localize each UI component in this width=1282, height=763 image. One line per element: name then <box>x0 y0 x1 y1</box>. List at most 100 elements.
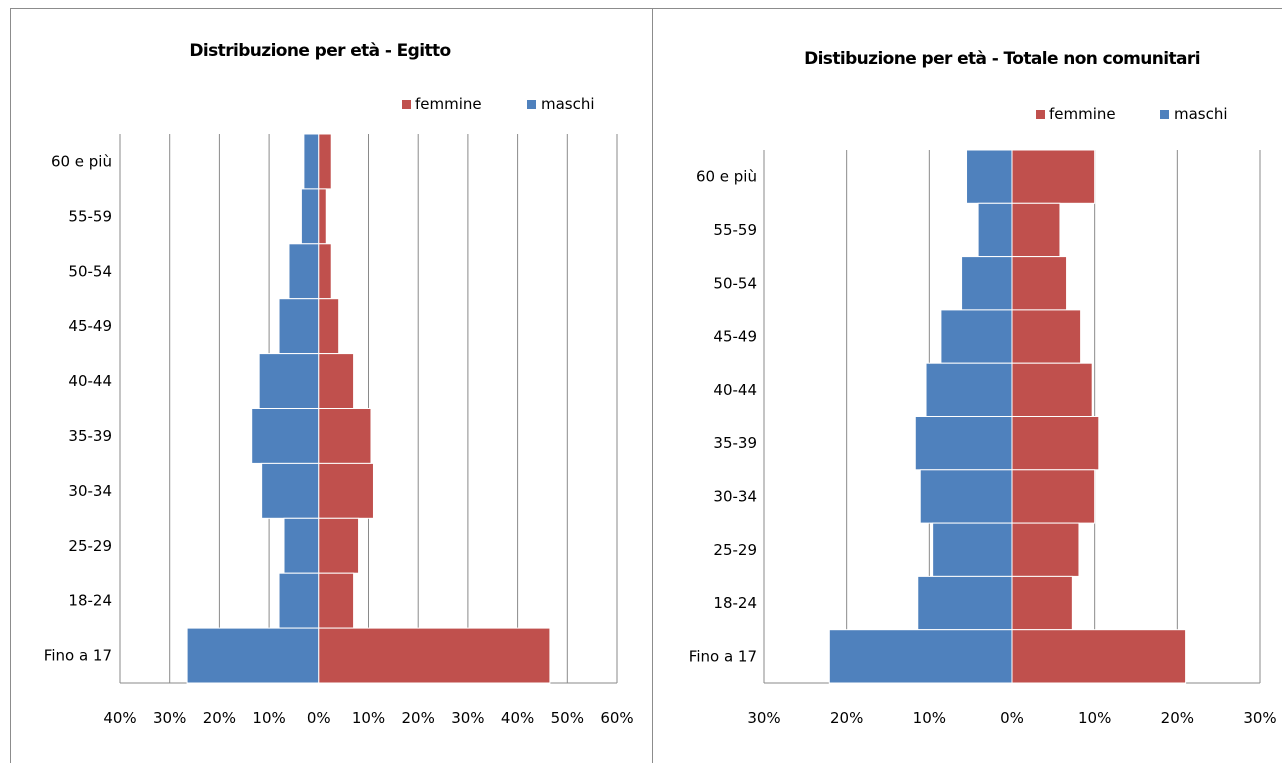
category-label: 40-44 <box>68 372 112 390</box>
category-label: 18-24 <box>713 594 757 612</box>
x-tick-label: 20% <box>203 709 236 727</box>
bar-femmine-25-29 <box>1011 522 1080 577</box>
legend-label-femmine: femmine <box>1049 105 1116 123</box>
category-labels: 60 e più 55-59 50-54 45-49 40-44 35-39 30-34 25… <box>44 152 112 664</box>
x-tick-labels: 40% 30% 20% 10% 0% 10% 20% 30% 40% 50% 60% <box>103 709 633 727</box>
category-label: Fino a 17 <box>689 647 757 665</box>
category-label: 60 e più <box>51 152 112 170</box>
x-tick-label: 10% <box>352 709 385 727</box>
legend-label-femmine: femmine <box>415 95 482 113</box>
bar-femmine-35-39 <box>318 408 372 464</box>
bar-femmine-30-34 <box>1011 469 1096 524</box>
bar-femmine-55-59 <box>1011 202 1061 258</box>
bar-maschi-fino-a-17 <box>828 629 1013 684</box>
chart-totale-non-comunitari: 60 e più 55-59 50-54 45-49 40-44 35-39 30-34 25… <box>689 49 1277 727</box>
category-label: 25-29 <box>713 541 757 559</box>
bar-maschi-35-39 <box>251 408 320 464</box>
category-label: 60 e più <box>696 168 757 186</box>
category-label: 55-59 <box>68 207 112 225</box>
bar-maschi-45-49 <box>940 309 1013 364</box>
bar-maschi-fino-a-17 <box>186 627 320 684</box>
x-tick-label: 40% <box>103 709 136 727</box>
bar-femmine-55-59 <box>318 188 327 245</box>
bar-maschi-60-e-pi <box>966 149 1013 204</box>
x-tick-label: 30% <box>451 709 484 727</box>
category-label: 50-54 <box>713 274 757 292</box>
category-label: 30-34 <box>713 487 757 505</box>
category-label: 50-54 <box>68 262 112 280</box>
category-label: 35-39 <box>713 434 757 452</box>
legend: femmine maschi <box>402 95 595 113</box>
chart-egitto: 60 e più 55-59 50-54 45-49 40-44 35-39 30-34 25… <box>44 41 634 727</box>
bar-maschi-30-34 <box>261 462 320 519</box>
bar-maschi-18-24 <box>917 575 1013 631</box>
category-label: 25-29 <box>68 537 112 555</box>
legend-swatch-femmine <box>402 100 411 109</box>
legend-label-maschi: maschi <box>1174 105 1228 123</box>
bar-maschi-50-54 <box>961 256 1013 311</box>
bar-maschi-60-e-pi <box>303 133 320 190</box>
x-tick-label: 20% <box>1161 709 1194 727</box>
bar-femmine-50-54 <box>318 243 332 300</box>
bar-maschi-50-54 <box>288 243 320 300</box>
bar-femmine-45-49 <box>1011 309 1082 364</box>
legend: femmine maschi <box>1036 105 1228 123</box>
x-tick-label: 50% <box>551 709 584 727</box>
bar-femmine-50-54 <box>1011 256 1068 311</box>
bar-maschi-45-49 <box>278 298 320 355</box>
category-label: 45-49 <box>713 328 757 346</box>
x-tick-label: 30% <box>153 709 186 727</box>
bar-femmine-35-39 <box>1011 416 1100 471</box>
x-tick-label: 30% <box>747 709 780 727</box>
x-tick-label: 10% <box>252 709 285 727</box>
legend-swatch-femmine <box>1036 110 1045 119</box>
category-label: 40-44 <box>713 381 757 399</box>
category-label: 18-24 <box>68 592 112 610</box>
x-tick-label: 20% <box>830 709 863 727</box>
bar-maschi-55-59 <box>977 202 1013 258</box>
bar-femmine-18-24 <box>1011 575 1073 631</box>
bar-femmine-18-24 <box>318 572 355 629</box>
chart-frame-top <box>10 8 1282 9</box>
x-tick-label: 10% <box>913 709 946 727</box>
bar-maschi-30-34 <box>919 469 1013 524</box>
legend-swatch-maschi <box>1160 110 1169 119</box>
category-labels: 60 e più 55-59 50-54 45-49 40-44 35-39 30-34 25… <box>689 168 757 666</box>
legend-label-maschi: maschi <box>541 95 595 113</box>
bar-femmine-60-e-pi <box>318 133 332 190</box>
bar-maschi-40-44 <box>925 362 1013 418</box>
category-label: 35-39 <box>68 427 112 445</box>
bar-femmine-30-34 <box>318 462 374 519</box>
chart-divider <box>652 8 653 763</box>
bar-femmine-fino-a-17 <box>1011 629 1187 684</box>
x-tick-labels: 30% 20% 10% 0% 10% 20% 30% <box>747 709 1276 727</box>
x-tick-label: 0% <box>1000 709 1024 727</box>
x-tick-label: 30% <box>1243 709 1276 727</box>
legend-swatch-maschi <box>527 100 536 109</box>
chart-title: Distribuzione per età - Egitto <box>189 41 450 61</box>
x-tick-label: 0% <box>307 709 331 727</box>
bar-maschi-25-29 <box>283 517 320 574</box>
bar-maschi-55-59 <box>300 188 320 245</box>
category-label: 30-34 <box>68 482 112 500</box>
bars <box>828 149 1187 684</box>
bars <box>186 133 551 684</box>
bar-femmine-60-e-pi <box>1011 149 1096 204</box>
category-label: 45-49 <box>68 317 112 335</box>
bar-maschi-25-29 <box>932 522 1013 577</box>
category-label: Fino a 17 <box>44 647 112 665</box>
category-label: 55-59 <box>713 221 757 239</box>
bar-maschi-40-44 <box>258 353 320 410</box>
bar-femmine-25-29 <box>318 517 360 574</box>
bar-maschi-18-24 <box>278 572 320 629</box>
bar-femmine-fino-a-17 <box>318 627 551 684</box>
x-tick-label: 10% <box>1078 709 1111 727</box>
x-tick-label: 40% <box>501 709 534 727</box>
x-tick-label: 60% <box>600 709 633 727</box>
bar-femmine-40-44 <box>318 353 355 410</box>
bar-femmine-40-44 <box>1011 362 1093 418</box>
bar-maschi-35-39 <box>914 416 1013 471</box>
chart-title: Distibuzione per età - Totale non comuni… <box>804 49 1200 69</box>
x-tick-label: 20% <box>402 709 435 727</box>
bar-femmine-45-49 <box>318 298 340 355</box>
